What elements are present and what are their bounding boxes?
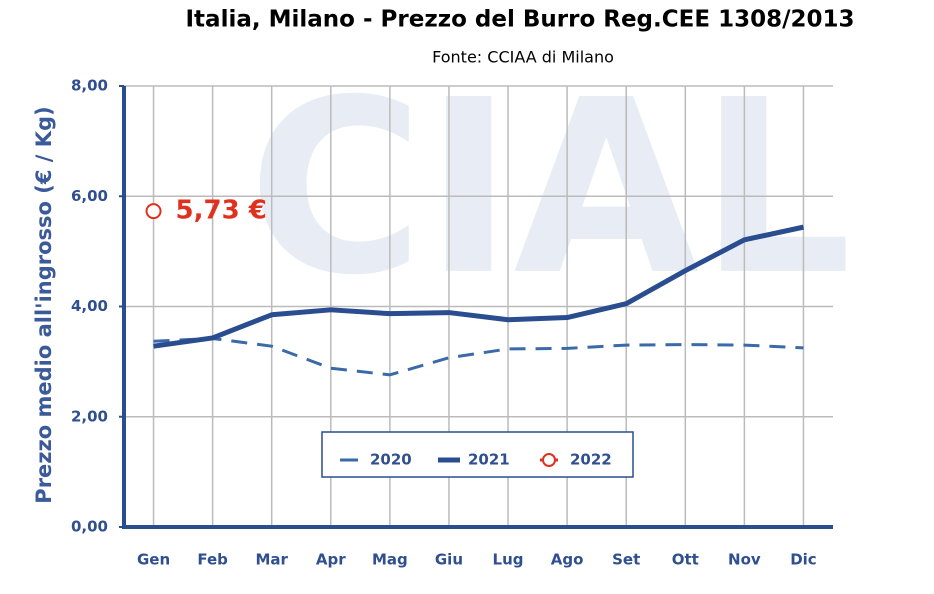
x-tick-label: Lug [493,551,524,569]
y-tick-label: 4,00 [71,297,108,315]
point-marker [145,203,162,220]
series-line [153,336,804,377]
x-tick-label: Nov [728,551,761,569]
series-line [153,224,804,349]
chart-title: Italia, Milano - Prezzo del Burro Reg.CE… [186,7,855,33]
x-tick-label: Feb [197,551,228,569]
x-tick-label: Mag [372,551,408,569]
y-axis-title: Prezzo medio all'ingrosso (€ / Kg) [32,106,56,503]
x-tick-label: Set [612,551,640,569]
x-tick-label: Mar [255,551,288,569]
x-tick-label: Ott [672,551,699,569]
legend-label: 2020 [370,451,412,469]
legend-label: 2021 [468,451,510,469]
y-tick-label: 2,00 [71,407,108,425]
chart-subtitle: Fonte: CCIAA di Milano [432,48,614,67]
x-tick-label: Giu [435,551,463,569]
legend-swatch [542,453,556,467]
legend-label: 2022 [570,451,612,469]
legend-box [321,431,634,478]
y-tick-label: 0,00 [71,518,108,536]
x-tick-label: Gen [137,551,170,569]
watermark: CIAL [248,48,852,328]
x-tick-label: Dic [790,551,816,569]
y-tick-label: 8,00 [71,77,108,95]
value-label: 5,73 € [176,196,267,226]
x-tick-label: Apr [316,551,346,569]
y-tick-label: 6,00 [71,187,108,205]
x-tick-label: Ago [551,551,584,569]
